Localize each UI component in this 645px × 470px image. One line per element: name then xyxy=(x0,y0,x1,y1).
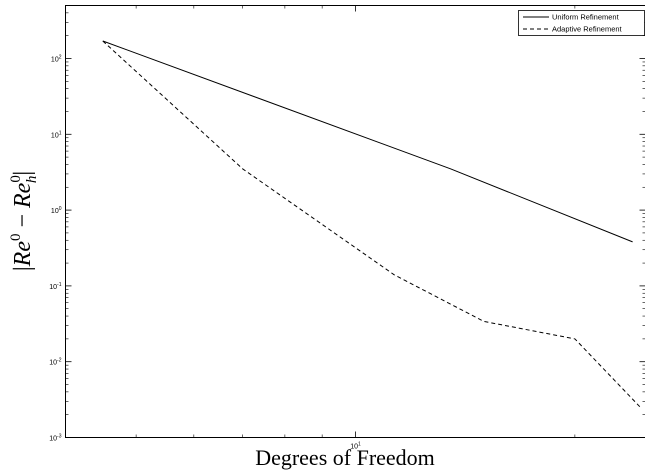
series-layer xyxy=(102,40,643,410)
y-tick-label: 100 xyxy=(51,206,62,215)
x-axis-label: Degrees of Freedom xyxy=(255,445,435,470)
plot-frame xyxy=(65,5,645,438)
x-axis-ticks: 101 xyxy=(135,5,576,451)
series-line-adaptive-refinement xyxy=(102,40,643,410)
y-axis-ticks: 10-3 10-2 10-1 100 101 102 xyxy=(49,5,645,443)
y-tick-label: 102 xyxy=(51,54,62,63)
y-tick-label: 10-1 xyxy=(49,282,61,291)
svg-text:|Re0 − Re0h|: |Re0 − Re0h| xyxy=(8,171,40,271)
legend-box xyxy=(518,10,645,36)
series-line-uniform-refinement xyxy=(102,40,633,243)
y-tick-label: 10-2 xyxy=(49,358,61,367)
legend-label-adaptive: Adaptive Refinement xyxy=(552,25,623,34)
legend-label-uniform: Uniform Refinement xyxy=(552,13,620,22)
legend: Uniform Refinement Adaptive Refinement xyxy=(518,10,645,36)
y-tick-label: 10-3 xyxy=(49,434,61,443)
y-tick-label: 101 xyxy=(51,130,62,139)
x-tick-label: 101 xyxy=(350,442,361,451)
y-axis-label: |Re0 − Re0h| xyxy=(8,171,40,271)
